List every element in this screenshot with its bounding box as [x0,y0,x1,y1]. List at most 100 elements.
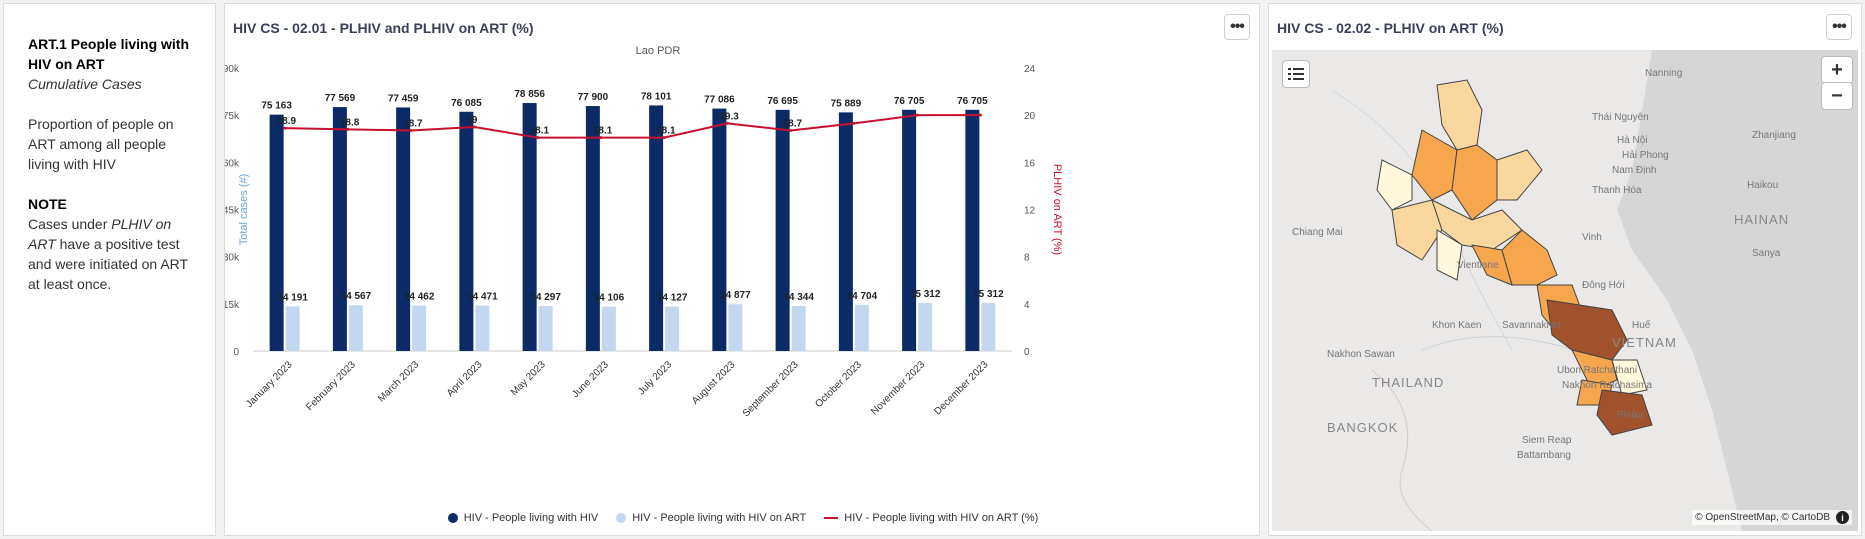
info-description: Proportion of people on ART among all pe… [28,116,174,172]
info-panel: ART.1 People living with HIV on ART Cumu… [3,3,216,536]
map-label: THAILAND [1372,375,1445,390]
legend-symbol [616,513,627,523]
bar-data-label: 78 856 [514,89,545,100]
bar-data-label: 14 127 [657,293,688,304]
bar-data-label: 14 344 [783,292,814,303]
y-tick-label: 15k [225,300,240,311]
bar-plhiv [332,107,347,351]
bar-data-label: 77 086 [704,95,735,106]
map-label: Thanh Hóa [1592,185,1642,196]
x-tick-label: July 2023 [636,359,674,397]
y2-tick-label: 0 [1024,347,1030,358]
note-text-part: Cases under [28,216,112,232]
bar-data-label: 75 163 [261,101,292,112]
bar-data-label: 77 569 [325,93,356,104]
map-attribution: © OpenStreetMap, © CartoDB i [1692,510,1852,525]
chart-legend: HIV - People living with HIV HIV - People… [225,512,1261,524]
map-label: Vinh [1582,232,1602,243]
bar-data-label: 14 106 [594,293,625,304]
note-text-part: have a positive test and were initiated … [28,236,188,292]
bar-plhiv [838,112,853,352]
map-label: Thái Nguyên [1592,112,1649,123]
combo-chart: Lao PDR 0 15k 30k 45k 60k 75k 90k 0 4 8 12 16 20 24 Tot… [225,45,1063,419]
legend-label: HIV - People living with HIV [463,512,599,524]
line-data-label: 19 [466,115,478,126]
bar-data-label: 77 459 [388,93,419,104]
map-label: Huế [1632,320,1651,331]
bar-data-label: 14 191 [277,292,308,303]
line-data-label: 18.7 [403,118,423,129]
line-point [662,136,666,140]
line-plhiv-on-art-pct [284,114,981,139]
chart-menu-button[interactable]: ••• [1224,14,1250,40]
line-point [409,128,413,132]
map-label: Nam Định [1612,165,1657,176]
bar-plhiv [585,106,600,351]
map-label: Chiang Mai [1292,227,1343,238]
line-data-label: 18.9 [277,116,297,127]
bar-plhiv [712,108,727,351]
x-tick-label: November 2023 [869,359,927,417]
bar-data-label: 14 877 [720,290,751,301]
y2-tick-label: 8 [1024,253,1030,264]
legend-symbol [447,513,458,523]
list-icon [1288,68,1304,80]
zoom-out-button[interactable]: − [1821,82,1853,110]
legend-item[interactable]: HIV - People living with HIV on ART [616,512,806,524]
note-text: Cases under PLHIV on ART have a positive… [28,214,191,294]
bar-plhiv-on-art [475,305,490,351]
legend-item[interactable]: HIV - People living with HIV on ART (%) [824,512,1038,524]
bar-plhiv-on-art [918,302,933,351]
line-point [599,136,603,140]
x-tick-label: March 2023 [376,359,421,404]
info-icon[interactable]: i [1836,511,1849,524]
line-point [536,136,540,140]
chart-title: Lao PDR [636,45,681,57]
map-label: Đông Hới [1582,280,1625,291]
bar-plhiv-on-art [348,305,363,351]
zoom-in-button[interactable]: + [1821,56,1853,84]
legend-item[interactable]: HIV - People living with HIV [447,512,599,524]
bar-plhiv-on-art [285,306,300,351]
map-label: Ubon Ratchathani [1557,365,1638,376]
x-tick-label: December 2023 [932,359,990,417]
line-point [915,113,919,117]
info-subtitle: Cumulative Cases [28,76,142,92]
y2-axis-label: PLHIV on ART (%) [1051,164,1063,255]
bar-data-label: 15 312 [973,289,1004,300]
bar-plhiv [902,109,917,351]
bar-plhiv [965,109,980,351]
y-tick-label: 60k [225,158,240,169]
map-label: Zhanjiang [1752,130,1796,141]
info-title: ART.1 People living with HIV on ART [28,36,190,72]
map-layers-button[interactable] [1282,60,1310,88]
bar-data-label: 14 567 [341,291,372,302]
map-label: Pleiku [1617,410,1645,421]
map-label: HAINAN [1734,212,1790,227]
bar-plhiv-on-art [791,305,806,351]
line-point [789,128,793,132]
y2-tick-label: 24 [1024,64,1036,75]
x-tick-label: May 2023 [509,359,548,398]
bar-plhiv-on-art [538,306,553,351]
map-label: Nakhon Ratchasima [1562,380,1653,391]
bar-plhiv-on-art [981,302,996,351]
y2-tick-label: 12 [1024,206,1036,217]
bar-plhiv-on-art [665,306,680,351]
map-label: Khon Kaen [1432,320,1482,331]
map-label: BANGKOK [1327,420,1399,435]
map-label: Nanning [1645,68,1683,79]
x-tick-label: August 2023 [690,359,738,407]
bar-data-label: 77 900 [578,92,609,103]
bar-plhiv-on-art [854,304,869,351]
line-data-label: 18.1 [656,126,676,137]
map-label: Siem Reap [1522,435,1572,446]
line-data-label: 18.1 [593,126,613,137]
map-canvas[interactable]: Nanning Thái Nguyên Zhanjiang Hà Nội Hải Pho… [1272,50,1858,531]
y-tick-label: 0 [233,347,239,358]
line-point [978,113,982,117]
bar-plhiv-on-art [412,305,427,351]
line-data-label: 19.3 [719,111,739,122]
bar-data-label: 76 695 [767,96,798,107]
map-menu-button[interactable]: ••• [1826,14,1852,40]
